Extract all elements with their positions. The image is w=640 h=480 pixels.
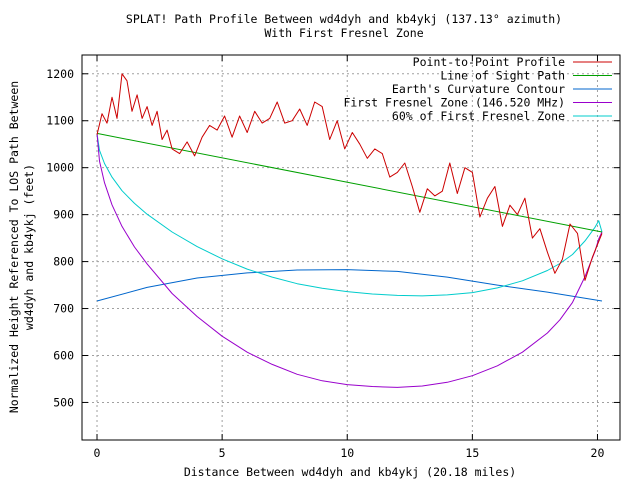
x-tick-label: 5 [219,446,226,460]
y-tick-label: 700 [53,302,74,316]
chart-subtitle: With First Fresnel Zone [264,26,423,40]
series-line-1 [96,132,603,233]
y-tick-label: 1100 [46,114,74,128]
legend-label: First Fresnel Zone (146.520 MHz) [343,96,565,110]
y-axis-label: Normalized Height Referenced To LOS Path… [7,81,21,413]
x-axis-label: Distance Between wd4dyh and kb4ykj (20.1… [184,465,516,479]
axis-ticks: 0 5 10 15 20 500 600 700 800 900 1000 1100 1200 [46,55,620,460]
y-tick-label: 600 [53,348,74,362]
plot-area: 0 5 10 15 20 500 600 700 800 900 1000 1100 1200 Poin… [46,54,621,460]
series-line-4 [96,133,603,297]
y-tick-label: 1000 [46,161,74,175]
legend-label: Earth's Curvature Contour [392,82,565,96]
series-line-2 [96,269,603,302]
legend-label: 60% of First Fresnel Zone [392,109,565,123]
y-tick-label: 500 [53,395,74,409]
y-tick-label: 800 [53,255,74,269]
series-line-3 [96,133,603,388]
series-line-0 [96,73,603,281]
x-tick-label: 0 [94,446,101,460]
y-axis-label-line2: wd4dyh and kb4ykj (feet) [22,164,36,330]
legend-label: Line of Sight Path [440,69,565,83]
x-tick-label: 15 [465,446,479,460]
legend-label: Point-to-Point Profile [413,55,565,69]
plot-frame [81,54,621,441]
y-tick-label: 1200 [46,67,74,81]
x-tick-label: 20 [591,446,605,460]
y-tick-label: 900 [53,208,74,222]
x-tick-label: 10 [340,446,354,460]
series-lines [96,73,603,388]
chart-title: SPLAT! Path Profile Between wd4dyh and k… [126,12,562,26]
